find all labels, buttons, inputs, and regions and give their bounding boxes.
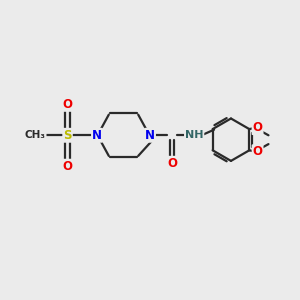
Text: CH₃: CH₃ — [25, 130, 46, 140]
Text: O: O — [253, 121, 262, 134]
Text: N: N — [92, 129, 102, 142]
Text: O: O — [63, 98, 73, 111]
Text: S: S — [63, 129, 72, 142]
Text: N: N — [145, 129, 155, 142]
Text: O: O — [63, 160, 73, 173]
Text: O: O — [167, 157, 177, 170]
Text: O: O — [253, 145, 262, 158]
Text: NH: NH — [185, 130, 203, 140]
